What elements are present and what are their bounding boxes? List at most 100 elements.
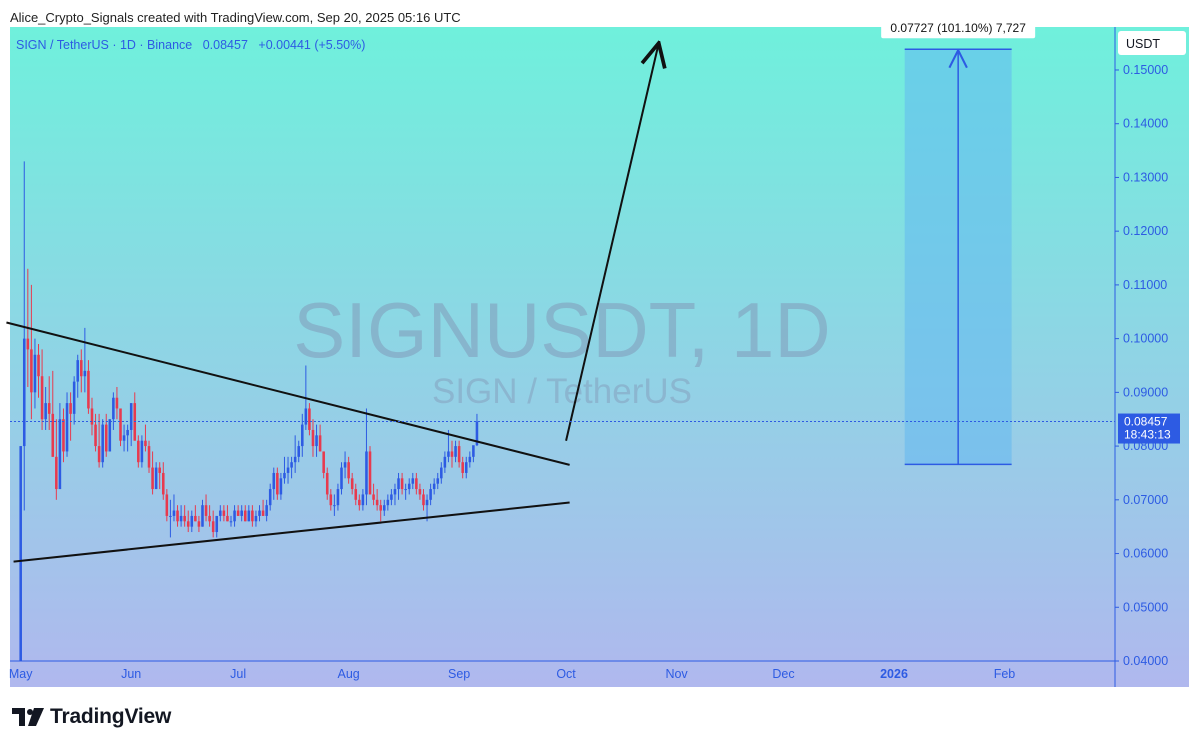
- candle-body: [304, 408, 308, 425]
- candle: [432, 478, 436, 495]
- candle-body: [47, 403, 51, 414]
- candle-body: [69, 403, 72, 414]
- candle: [286, 456, 290, 484]
- candle-body: [240, 510, 243, 516]
- candle-body: [254, 515, 258, 522]
- candle: [379, 499, 382, 522]
- tradingview-logo[interactable]: TradingView: [12, 705, 171, 729]
- candle: [22, 161, 26, 511]
- time-tick-label: Dec: [772, 667, 794, 681]
- candle: [204, 494, 208, 522]
- candle-body: [87, 370, 90, 409]
- candle: [215, 515, 219, 538]
- candle-body: [354, 489, 358, 500]
- candle: [158, 462, 161, 490]
- candle-body: [272, 472, 276, 490]
- candle: [94, 413, 97, 452]
- currency-selector[interactable]: USDT: [1118, 31, 1186, 55]
- candle-body: [22, 338, 26, 447]
- candle: [254, 510, 258, 527]
- candle: [272, 467, 276, 500]
- candle-body: [37, 354, 40, 377]
- candle-body: [325, 472, 329, 495]
- candle-body: [279, 478, 283, 495]
- candle: [429, 483, 432, 506]
- candle-body: [297, 446, 301, 457]
- candle: [308, 403, 311, 436]
- candle-body: [336, 489, 340, 506]
- candle: [72, 376, 76, 425]
- price-tick-label: 0.14000: [1123, 117, 1168, 131]
- candle-body: [468, 456, 472, 463]
- candle-body: [201, 505, 204, 527]
- candle-body: [411, 478, 415, 484]
- candle-body: [243, 510, 247, 522]
- candle-body: [190, 515, 194, 527]
- candle-body: [183, 515, 186, 522]
- candle-body: [104, 424, 108, 452]
- candle: [112, 392, 115, 430]
- candle: [464, 456, 468, 479]
- candle-body: [372, 494, 375, 500]
- trendline-lower: [13, 501, 570, 563]
- trendline-projection: [565, 43, 659, 441]
- candle: [115, 386, 119, 420]
- candle-body: [126, 429, 129, 436]
- candle-body: [215, 515, 219, 533]
- candle: [261, 499, 265, 516]
- candle-body: [379, 505, 382, 511]
- candle: [30, 284, 33, 420]
- candle: [293, 435, 297, 473]
- candle: [382, 499, 386, 516]
- candle-body: [65, 403, 69, 452]
- candle: [211, 510, 215, 538]
- candle: [19, 446, 22, 661]
- candle: [147, 440, 151, 473]
- trendlines[interactable]: [6, 43, 659, 563]
- candle-body: [194, 515, 197, 522]
- candle-body: [343, 462, 347, 468]
- candle-body: [404, 489, 407, 491]
- candle-body: [368, 451, 372, 495]
- time-tick-label: Sep: [448, 667, 470, 681]
- candle: [240, 505, 243, 522]
- time-tick-label: Feb: [994, 667, 1016, 681]
- candle: [258, 505, 261, 522]
- candle-body: [390, 494, 393, 500]
- candle: [340, 462, 343, 495]
- candle: [411, 472, 415, 490]
- candle: [208, 505, 211, 527]
- candle: [372, 483, 375, 506]
- candle: [222, 505, 226, 522]
- candle: [65, 392, 69, 457]
- candle: [350, 472, 354, 495]
- candle-body: [147, 446, 151, 468]
- candle: [126, 424, 129, 452]
- currency-selector-bg: [1118, 31, 1186, 55]
- candle-body: [358, 499, 361, 506]
- price-tick-label: 0.12000: [1123, 224, 1168, 238]
- candle: [343, 451, 347, 479]
- candle: [311, 419, 315, 457]
- candle-body: [62, 419, 65, 452]
- candle-body: [475, 421, 479, 446]
- price-tick-label: 0.13000: [1123, 170, 1168, 184]
- time-tick-label: Jul: [230, 667, 246, 681]
- candle-body: [137, 440, 140, 463]
- candle: [140, 435, 144, 468]
- candle-body: [350, 478, 354, 490]
- candle-body: [97, 446, 101, 463]
- candle-body: [347, 462, 350, 479]
- candle: [55, 419, 58, 500]
- candle-body: [247, 510, 251, 522]
- candle-body: [179, 515, 183, 522]
- candle: [472, 445, 475, 463]
- candle-body: [333, 505, 336, 507]
- candle-body: [229, 521, 233, 523]
- symbol-info: SIGN / TetherUS · 1D · Binance 0.08457 +…: [16, 38, 365, 52]
- candle: [119, 408, 122, 447]
- target-box-group[interactable]: [904, 48, 1012, 466]
- candle: [468, 451, 472, 468]
- candle: [276, 467, 279, 500]
